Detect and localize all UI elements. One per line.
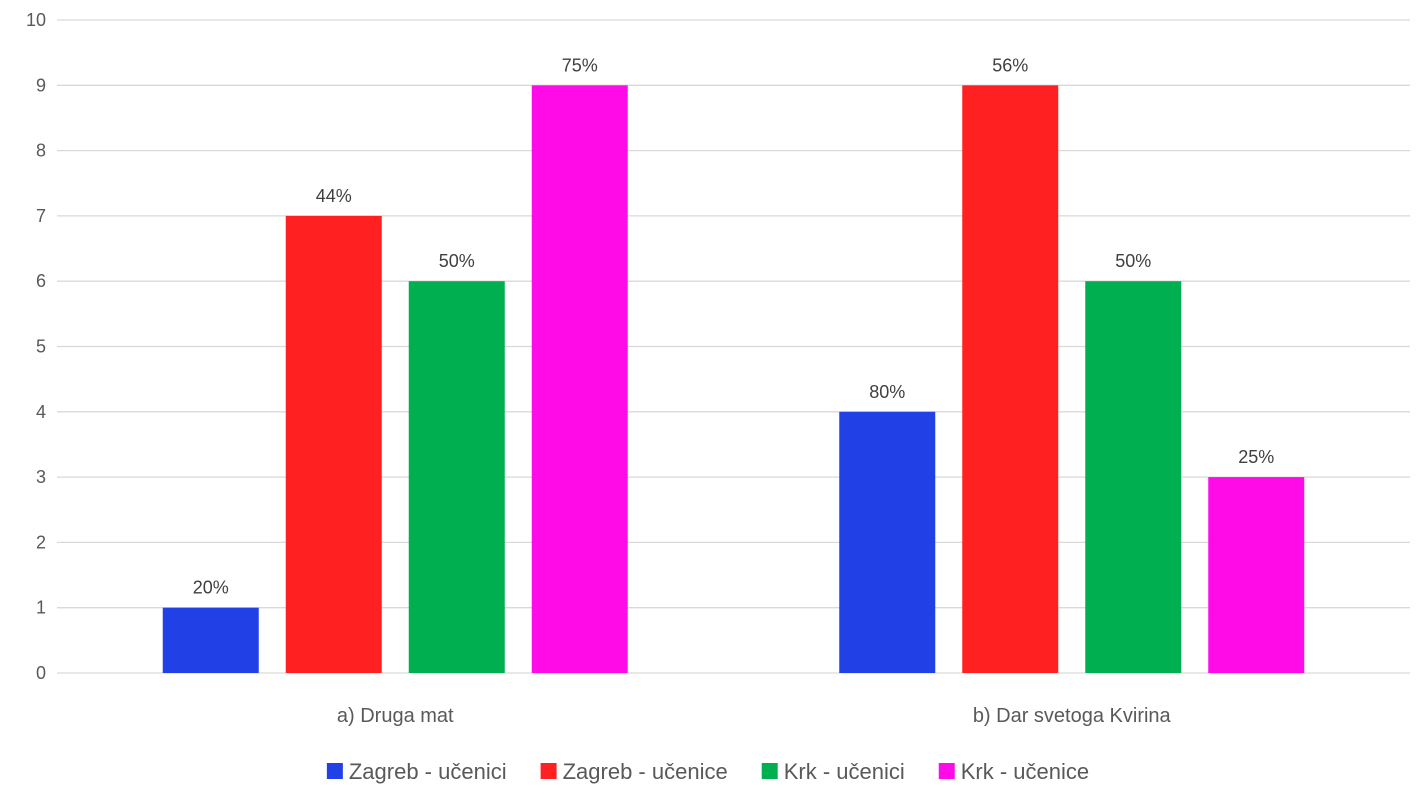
y-tick-label: 4 (36, 402, 46, 422)
bar (531, 85, 628, 674)
category-label: a) Druga mat (337, 705, 454, 727)
y-axis-ticks: 0 1 2 3 4 5 6 7 8 9 10 (26, 10, 46, 683)
bar (162, 607, 259, 673)
bars (162, 85, 1305, 674)
bar (1208, 477, 1305, 673)
bar (285, 215, 382, 673)
legend-label: Zagreb - učenici (349, 759, 507, 784)
gridlines (57, 19, 1410, 674)
data-label: 25% (1238, 447, 1274, 467)
legend-label: Krk - učenici (784, 759, 905, 784)
data-label: 44% (316, 186, 352, 206)
legend-swatch (326, 763, 343, 779)
legend-swatch (938, 763, 955, 779)
legend: Zagreb - učenici Zagreb - učenice Krk - uč… (326, 759, 1089, 784)
legend-label: Krk - učenice (961, 759, 1089, 784)
x-axis-categories: a) Druga mat b) Dar svetoga Kvirina (337, 705, 1172, 727)
category-label: b) Dar svetoga Kvirina (973, 705, 1172, 727)
y-tick-label: 5 (36, 337, 46, 357)
y-tick-label: 0 (36, 663, 46, 683)
y-tick-label: 7 (36, 206, 46, 226)
y-tick-label: 3 (36, 467, 46, 487)
legend-swatch (761, 763, 778, 779)
legend-label: Zagreb - učenice (563, 759, 728, 784)
bar (408, 281, 505, 673)
y-tick-label: 10 (26, 10, 46, 30)
y-tick-label: 8 (36, 141, 46, 161)
bar (1085, 281, 1182, 673)
data-label: 75% (562, 55, 598, 75)
legend-swatch (540, 763, 557, 779)
data-label: 56% (992, 55, 1028, 75)
y-tick-label: 2 (36, 532, 46, 552)
data-labels: 20% 44% 50% 75% 80% 56% 50% 25% (193, 55, 1275, 597)
data-label: 20% (193, 578, 229, 598)
data-label: 80% (869, 382, 905, 402)
bar (839, 411, 936, 673)
y-tick-label: 1 (36, 598, 46, 618)
y-tick-label: 6 (36, 271, 46, 291)
y-tick-label: 9 (36, 75, 46, 95)
data-label: 50% (439, 251, 475, 271)
bar (962, 85, 1059, 674)
data-label: 50% (1115, 251, 1151, 271)
